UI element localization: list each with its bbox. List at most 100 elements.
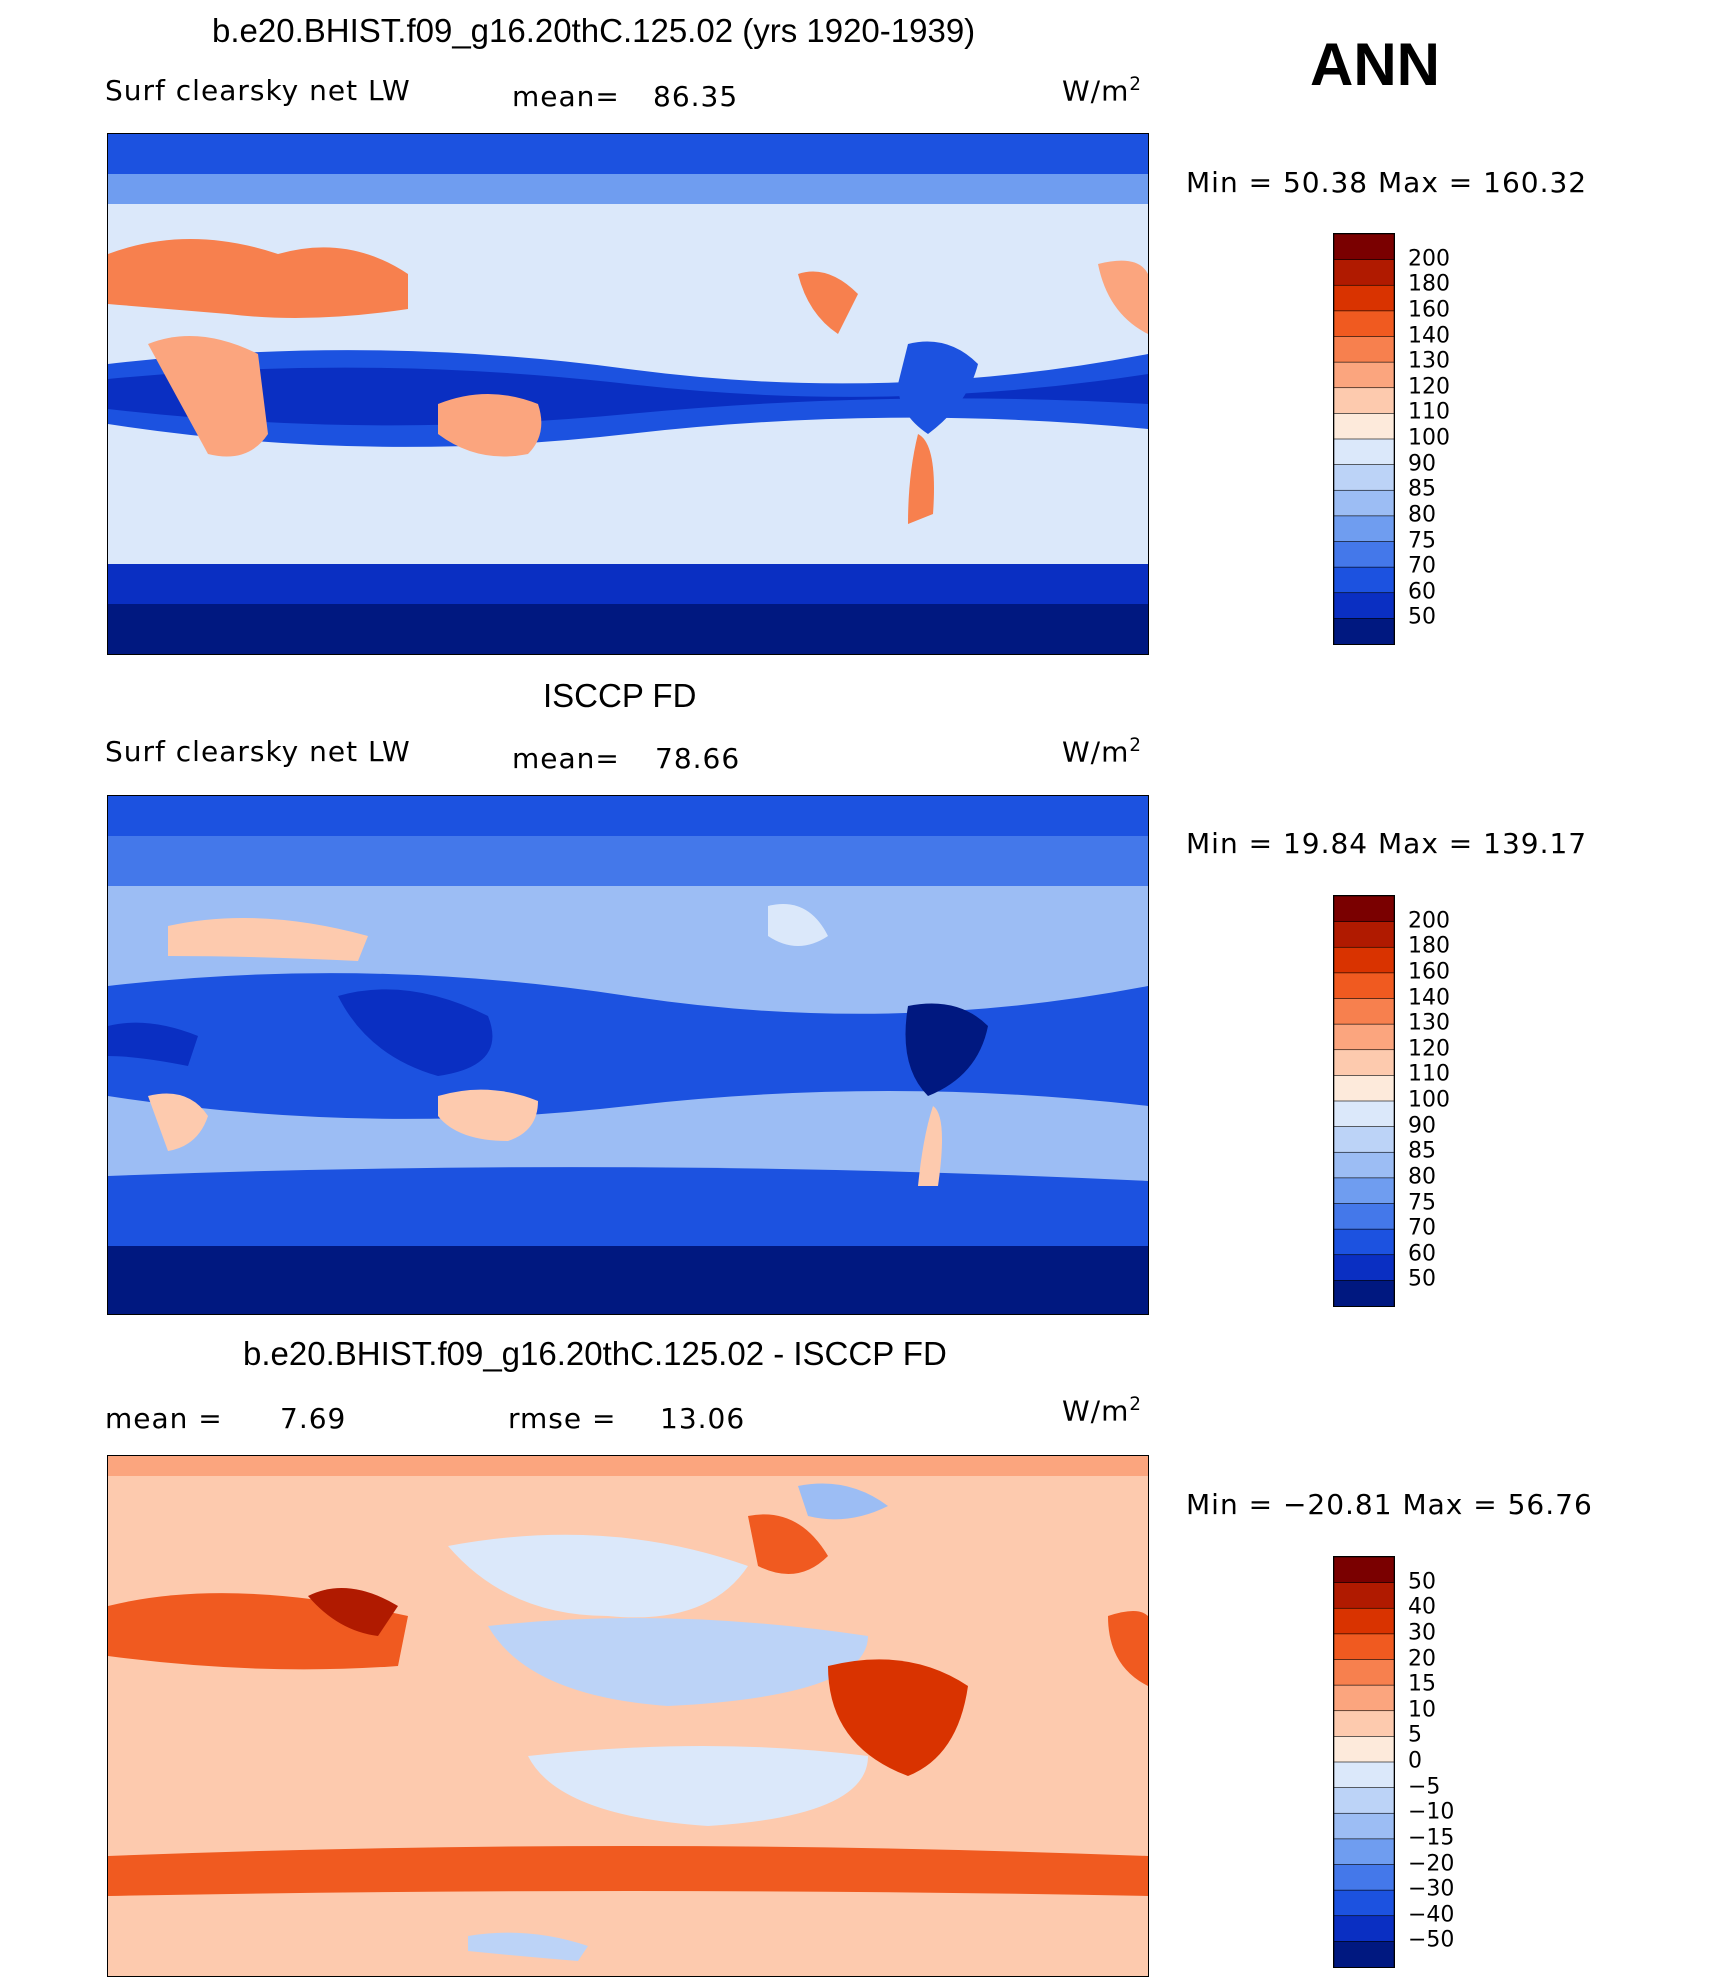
canada-cool-region bbox=[798, 1483, 888, 1520]
colorbar-tick-label: 85 bbox=[1408, 1138, 1436, 1164]
colorbar-swatch bbox=[1334, 1075, 1394, 1102]
colorbar-swatch bbox=[1334, 1023, 1394, 1051]
colorbar-swatch bbox=[1334, 1203, 1394, 1230]
colorbar-tick-label: 70 bbox=[1408, 1215, 1436, 1241]
antarctic-band bbox=[108, 1246, 1148, 1314]
colorbar-tick-label: 80 bbox=[1408, 502, 1436, 528]
andes-region bbox=[908, 434, 934, 524]
africa-south-region bbox=[148, 336, 268, 457]
colorbar-tick-label: −15 bbox=[1408, 1825, 1455, 1851]
itcz-band bbox=[108, 367, 1148, 426]
colorbar-swatch bbox=[1334, 1582, 1394, 1610]
colorbar-swatch bbox=[1334, 489, 1394, 517]
colorbar-tick-label: 10 bbox=[1408, 1697, 1436, 1723]
panel3-rmse-label: rmse = bbox=[508, 1402, 617, 1435]
colorbar-swatch bbox=[1334, 1889, 1394, 1917]
panel2-minmax: Min = 19.84 Max = 139.17 bbox=[1186, 827, 1588, 860]
maritime-continent-region bbox=[338, 989, 493, 1076]
colorbar-tick-label: 75 bbox=[1408, 528, 1436, 553]
colorbar-swatch bbox=[1334, 361, 1394, 389]
colorbar-tick-label: 110 bbox=[1408, 1061, 1450, 1087]
andes-region bbox=[918, 1106, 942, 1186]
colorbar-swatch bbox=[1334, 1228, 1394, 1256]
panel3-mean-value: 7.69 bbox=[280, 1402, 347, 1435]
colorbar-swatch bbox=[1334, 921, 1394, 949]
sahara-asia-region bbox=[168, 918, 368, 961]
colorbar-swatch bbox=[1334, 592, 1394, 620]
colorbar-tick-label: −40 bbox=[1408, 1902, 1455, 1928]
colorbar-tick-label: 160 bbox=[1408, 959, 1450, 985]
colorbar-swatch bbox=[1334, 618, 1394, 644]
colorbar-tick-label: 20 bbox=[1408, 1646, 1436, 1671]
colorbar-swatch bbox=[1334, 234, 1394, 261]
north-midlat-band bbox=[108, 174, 1148, 204]
colorbar-swatch bbox=[1334, 1633, 1394, 1661]
colorbar-tick-label: 60 bbox=[1408, 1241, 1436, 1267]
australia-region bbox=[438, 394, 542, 457]
amazon-region bbox=[905, 1003, 988, 1096]
north-america-west-warm-region bbox=[748, 1514, 828, 1574]
north-america-sw-region bbox=[798, 271, 858, 334]
colorbar-tick-label: 70 bbox=[1408, 553, 1436, 579]
colorbar-tick-label: 85 bbox=[1408, 476, 1436, 502]
colorbar-swatch bbox=[1334, 541, 1394, 568]
colorbar-swatch bbox=[1334, 1100, 1394, 1128]
colorbar-swatch bbox=[1334, 438, 1394, 466]
colorbar-swatch bbox=[1334, 310, 1394, 338]
panel3-mean-label: mean = bbox=[105, 1402, 223, 1435]
colorbar-swatch bbox=[1334, 1838, 1394, 1866]
colorbar-tick-label: 0 bbox=[1408, 1748, 1422, 1774]
colorbar-tick-label: 140 bbox=[1408, 985, 1450, 1010]
panel1-map-svg bbox=[108, 134, 1148, 654]
colorbar-tick-label: 60 bbox=[1408, 579, 1436, 605]
panel1-units: W/m2 bbox=[1062, 74, 1142, 108]
colorbar-swatch bbox=[1334, 1761, 1394, 1789]
amazon-region bbox=[898, 341, 978, 434]
africa-central-region bbox=[108, 1022, 198, 1066]
panel3-rmse-value: 13.06 bbox=[660, 1402, 746, 1435]
central-pacific-cool-region bbox=[488, 1618, 868, 1706]
atlantic-east-warm-region bbox=[1108, 1611, 1148, 1686]
colorbar-swatch bbox=[1334, 284, 1394, 312]
colorbar-swatch bbox=[1334, 336, 1394, 363]
colorbar-tick-label: 100 bbox=[1408, 1087, 1450, 1113]
colorbar-swatch bbox=[1334, 896, 1394, 923]
colorbar-tick-label: 120 bbox=[1408, 1036, 1450, 1062]
colorbar-swatch bbox=[1334, 413, 1394, 440]
panel2-title: ISCCP FD bbox=[543, 677, 697, 714]
south-pacific-cool-region bbox=[528, 1746, 868, 1826]
panel3-colorbar bbox=[1333, 1556, 1395, 1968]
colorbar-swatch bbox=[1334, 1915, 1394, 1943]
colorbar-swatch bbox=[1334, 1151, 1394, 1179]
arctic-band bbox=[108, 134, 1148, 174]
panel1-title: b.e20.BHIST.f09_g16.20thC.125.02 (yrs 19… bbox=[212, 12, 976, 49]
north-america-sw-region bbox=[768, 904, 828, 946]
sahara-west-region bbox=[1098, 260, 1148, 334]
colorbar-tick-label: −10 bbox=[1408, 1799, 1455, 1825]
colorbar-tick-label: 120 bbox=[1408, 374, 1450, 400]
colorbar-tick-label: 5 bbox=[1408, 1722, 1422, 1748]
colorbar-tick-label: 90 bbox=[1408, 1113, 1436, 1139]
colorbar-swatch bbox=[1334, 1659, 1394, 1686]
colorbar-swatch bbox=[1334, 1126, 1394, 1154]
colorbar-tick-label: 50 bbox=[1408, 1569, 1436, 1595]
colorbar-swatch bbox=[1334, 1864, 1394, 1891]
colorbar-tick-label: 140 bbox=[1408, 323, 1450, 348]
africa-asia-warm-region bbox=[108, 239, 408, 318]
panel2-mean-value: 78.66 bbox=[655, 742, 741, 775]
colorbar-swatch bbox=[1334, 1254, 1394, 1282]
colorbar-swatch bbox=[1334, 1280, 1394, 1306]
colorbar-swatch bbox=[1334, 1557, 1394, 1584]
panel2-mean-label: mean= bbox=[512, 742, 620, 775]
arctic-band bbox=[108, 1456, 1148, 1476]
australia-region bbox=[438, 1089, 538, 1141]
south-america-warm-region bbox=[828, 1659, 968, 1776]
north-midlat-band bbox=[108, 836, 1148, 886]
panel2-variable-label: Surf clearsky net LW bbox=[105, 735, 411, 768]
colorbar-swatch bbox=[1334, 464, 1394, 492]
panel2-colorbar-svg bbox=[1334, 896, 1394, 1306]
colorbar-tick-label: 80 bbox=[1408, 1164, 1436, 1190]
colorbar-swatch bbox=[1334, 566, 1394, 594]
panel1-colorbar-svg bbox=[1334, 234, 1394, 644]
arctic-band bbox=[108, 796, 1148, 836]
